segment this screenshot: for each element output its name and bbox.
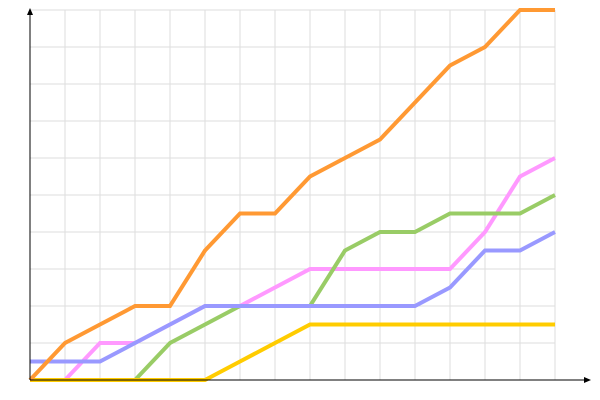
series-line-3: [30, 322, 555, 382]
series-line-2: [30, 230, 556, 364]
y-axis-arrow: [27, 8, 33, 15]
x-axis-arrow: [584, 377, 591, 383]
series-line-0: [30, 156, 556, 382]
series-line-1: [30, 193, 556, 382]
axes: [27, 8, 591, 383]
series-line-4: [28, 8, 555, 382]
